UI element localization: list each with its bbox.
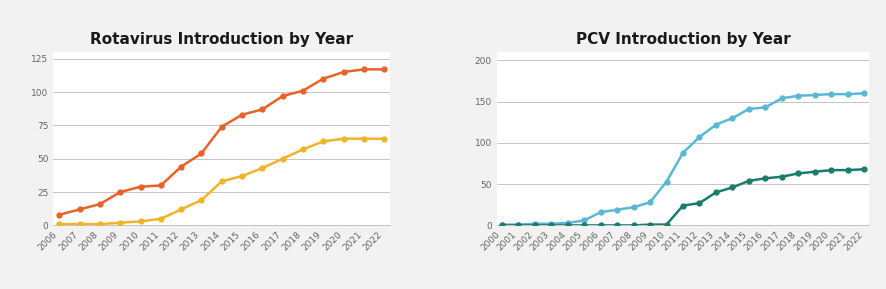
Gavi: [694, 201, 704, 205]
Line: Global: Global: [57, 67, 386, 217]
Gavi: [512, 224, 523, 227]
Gavi: [842, 168, 852, 172]
Global: [759, 105, 770, 109]
Global: [216, 125, 227, 128]
Gavi: [545, 224, 556, 227]
Gavi: [237, 174, 247, 178]
Gavi: [95, 222, 105, 226]
Gavi: [135, 220, 145, 223]
Gavi: [257, 166, 268, 170]
Global: [809, 93, 820, 97]
Gavi: [627, 224, 638, 227]
Gavi: [858, 168, 868, 171]
Global: [595, 210, 605, 214]
Global: [858, 92, 868, 95]
Gavi: [74, 222, 85, 226]
Gavi: [378, 137, 389, 140]
Gavi: [809, 170, 820, 173]
Global: [378, 68, 389, 71]
Global: [562, 221, 572, 225]
Gavi: [677, 204, 688, 207]
Global: [237, 113, 247, 116]
Global: [627, 205, 638, 209]
Global: [338, 70, 348, 74]
Line: Gavi: Gavi: [499, 167, 866, 228]
Gavi: [578, 224, 588, 227]
Gavi: [742, 179, 753, 183]
Global: [644, 201, 655, 204]
Global: [135, 185, 145, 188]
Global: [95, 202, 105, 206]
Gavi: [776, 175, 787, 178]
Global: [277, 94, 288, 98]
Global: [175, 165, 186, 168]
Global: [74, 208, 85, 211]
Gavi: [298, 148, 308, 151]
Gavi: [196, 198, 206, 202]
Gavi: [562, 224, 572, 227]
Global: [496, 223, 507, 226]
Gavi: [216, 180, 227, 183]
Gavi: [155, 217, 166, 221]
Global: [842, 92, 852, 96]
Line: Global: Global: [499, 91, 866, 227]
Gavi: [611, 224, 622, 227]
Gavi: [595, 224, 605, 227]
Global: [512, 223, 523, 226]
Gavi: [660, 223, 671, 226]
Global: [742, 107, 753, 111]
Gavi: [825, 168, 835, 172]
Global: [776, 97, 787, 100]
Gavi: [759, 177, 770, 180]
Global: [358, 68, 369, 71]
Global: [115, 190, 126, 194]
Global: [677, 151, 688, 155]
Global: [694, 135, 704, 139]
Gavi: [792, 172, 803, 175]
Global: [257, 108, 268, 111]
Global: [317, 77, 328, 80]
Gavi: [54, 222, 65, 226]
Global: [710, 123, 720, 126]
Title: PCV Introduction by Year: PCV Introduction by Year: [575, 32, 789, 47]
Global: [792, 94, 803, 97]
Global: [578, 219, 588, 222]
Global: [54, 213, 65, 216]
Gavi: [496, 224, 507, 227]
Gavi: [115, 221, 126, 225]
Gavi: [644, 223, 655, 226]
Global: [155, 184, 166, 187]
Gavi: [358, 137, 369, 140]
Global: [825, 92, 835, 96]
Title: Rotavirus Introduction by Year: Rotavirus Introduction by Year: [90, 32, 353, 47]
Global: [298, 89, 308, 92]
Gavi: [710, 191, 720, 194]
Global: [727, 116, 737, 120]
Global: [545, 222, 556, 225]
Gavi: [338, 137, 348, 140]
Gavi: [317, 140, 328, 143]
Gavi: [727, 186, 737, 189]
Gavi: [175, 208, 186, 211]
Gavi: [277, 157, 288, 160]
Global: [660, 180, 671, 184]
Global: [529, 222, 540, 225]
Line: Gavi: Gavi: [57, 136, 386, 227]
Gavi: [529, 224, 540, 227]
Global: [196, 152, 206, 155]
Global: [611, 208, 622, 212]
